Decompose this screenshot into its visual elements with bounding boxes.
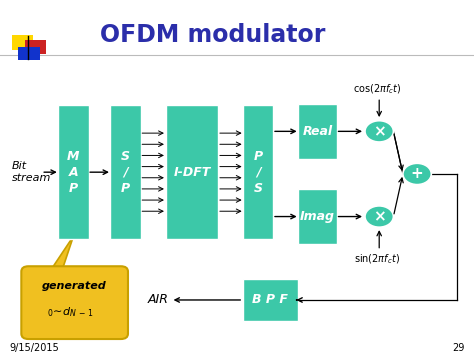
FancyBboxPatch shape [166, 105, 218, 239]
FancyBboxPatch shape [21, 266, 128, 339]
Text: ×: × [373, 209, 385, 224]
Bar [12, 36, 33, 50]
Text: Imag: Imag [300, 210, 335, 223]
Circle shape [365, 206, 393, 227]
FancyBboxPatch shape [58, 105, 89, 239]
Text: cos$(2\pi f_c t)$: cos$(2\pi f_c t)$ [353, 82, 401, 96]
FancyBboxPatch shape [243, 279, 298, 321]
Text: Real: Real [302, 125, 333, 138]
Text: generated: generated [42, 282, 107, 291]
Bar [18, 47, 40, 60]
Text: M
A
P: M A P [67, 150, 80, 195]
Circle shape [365, 121, 393, 142]
Bar [25, 40, 46, 54]
Text: B P F: B P F [252, 294, 288, 306]
FancyBboxPatch shape [299, 189, 337, 244]
Text: AIR: AIR [147, 294, 168, 306]
FancyBboxPatch shape [243, 105, 273, 239]
FancyBboxPatch shape [110, 105, 141, 239]
Text: P
/
S: P / S [254, 150, 263, 195]
Text: S
/
P: S / P [121, 150, 130, 195]
Text: $_0\!\sim\!d_{N\,-\,1}$: $_0\!\sim\!d_{N\,-\,1}$ [46, 306, 93, 319]
Text: ×: × [373, 124, 385, 139]
Text: sin$(2\pi f_c t)$: sin$(2\pi f_c t)$ [354, 253, 400, 266]
Text: 29: 29 [452, 343, 465, 353]
Text: Bit
stream: Bit stream [12, 162, 51, 183]
Text: I-DFT: I-DFT [173, 166, 210, 179]
Text: +: + [411, 166, 423, 181]
Polygon shape [50, 236, 73, 272]
Text: OFDM modulator: OFDM modulator [100, 23, 325, 47]
Text: 9/15/2015: 9/15/2015 [9, 343, 59, 353]
Circle shape [403, 163, 431, 185]
FancyBboxPatch shape [299, 104, 337, 159]
